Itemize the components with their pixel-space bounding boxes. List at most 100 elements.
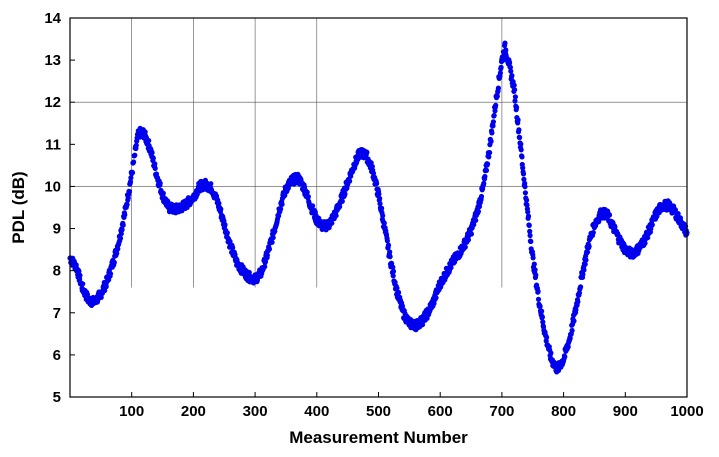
data-point (537, 303, 543, 309)
data-point (524, 197, 530, 203)
data-point (642, 240, 648, 246)
data-point (129, 170, 136, 176)
data-point (278, 206, 284, 212)
data-point (76, 268, 82, 274)
data-point (517, 134, 523, 141)
data-point (337, 204, 343, 210)
data-point (575, 299, 581, 305)
data-point (530, 255, 536, 261)
data-point (518, 147, 524, 153)
data-points (67, 40, 690, 375)
data-point (379, 205, 385, 211)
data-point (218, 206, 224, 212)
data-point (80, 281, 86, 287)
data-point (512, 98, 518, 104)
data-point (483, 167, 490, 173)
data-point (305, 194, 311, 200)
data-point (507, 60, 513, 66)
x-tick-label: 100 (119, 403, 144, 420)
data-point (578, 284, 584, 290)
data-point (507, 64, 513, 70)
data-point (339, 198, 345, 204)
data-point (115, 246, 121, 252)
data-point (532, 267, 538, 273)
y-tick-label: 6 (53, 347, 61, 364)
data-point (562, 354, 568, 360)
y-tick-label: 14 (44, 10, 61, 27)
data-point (526, 222, 532, 228)
data-point (571, 318, 577, 324)
x-tick-label: 900 (613, 403, 638, 420)
data-point (515, 117, 521, 123)
data-point (377, 195, 383, 202)
data-point (569, 327, 575, 334)
data-point (511, 87, 518, 93)
data-point (246, 269, 252, 276)
data-point (384, 238, 390, 244)
data-point (509, 73, 515, 79)
data-point (525, 209, 531, 215)
data-point (103, 284, 109, 290)
data-point (216, 200, 222, 206)
data-point (122, 212, 128, 218)
data-point (540, 319, 546, 325)
data-point (473, 217, 479, 223)
data-point (232, 252, 238, 258)
data-point (482, 173, 488, 180)
data-point (489, 130, 495, 136)
data-point (649, 222, 655, 228)
data-point (208, 181, 214, 187)
data-point (606, 212, 613, 218)
data-point (269, 239, 275, 245)
y-tick-label: 11 (45, 136, 61, 153)
data-point (270, 235, 276, 241)
data-point (535, 296, 542, 302)
data-point (487, 150, 493, 156)
y-tick-label: 8 (53, 263, 61, 280)
data-point (493, 102, 499, 108)
data-point (119, 227, 125, 233)
data-point (152, 165, 158, 171)
data-point (390, 268, 397, 274)
data-point (511, 82, 517, 88)
y-tick-label: 7 (53, 305, 61, 322)
data-point (524, 202, 530, 208)
data-point (310, 203, 316, 209)
data-point (433, 295, 439, 301)
data-point (485, 161, 491, 167)
data-point (565, 344, 571, 350)
data-point (494, 93, 500, 99)
data-point (527, 232, 533, 239)
data-point (390, 264, 396, 270)
data-point (222, 222, 228, 228)
data-point (520, 171, 527, 177)
y-tick-label: 13 (44, 52, 61, 69)
data-point (381, 220, 387, 226)
data-point (120, 222, 126, 228)
data-point (539, 308, 545, 314)
data-point (580, 271, 586, 277)
data-point (508, 68, 514, 74)
data-point (465, 237, 471, 243)
data-point (521, 176, 527, 182)
data-point (567, 335, 573, 341)
y-tick-label: 10 (44, 178, 61, 195)
data-point (519, 154, 525, 160)
data-point (102, 287, 108, 294)
data-point (583, 257, 589, 263)
data-point (503, 47, 509, 53)
data-point (150, 155, 156, 161)
data-point (645, 235, 651, 241)
y-tick-label: 5 (53, 389, 61, 406)
data-point (377, 201, 383, 207)
data-point (204, 180, 210, 186)
data-point (152, 161, 158, 167)
data-point (385, 242, 392, 248)
data-point (584, 249, 591, 255)
data-point (535, 288, 541, 294)
data-point (582, 261, 588, 267)
x-tick-label: 600 (428, 403, 453, 420)
data-point (672, 207, 679, 213)
